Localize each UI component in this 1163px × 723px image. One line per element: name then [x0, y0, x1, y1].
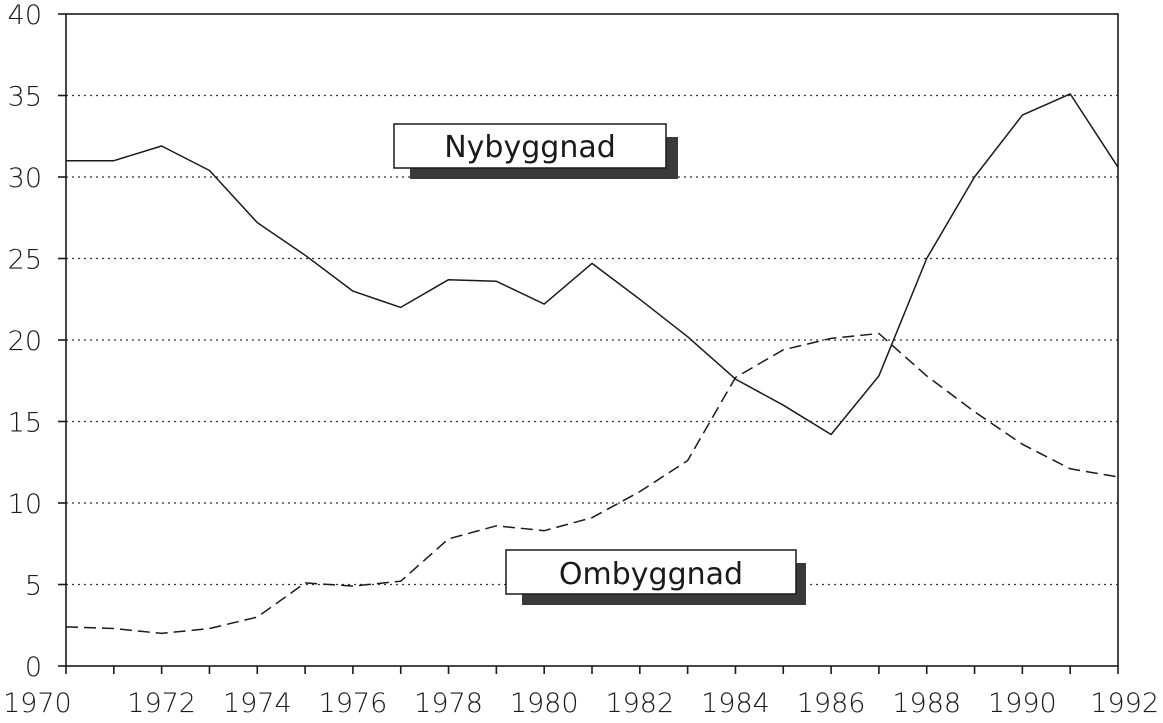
x-tick-label: 1984: [701, 688, 770, 719]
x-tick-label: 1986: [797, 688, 866, 719]
y-axis-ticks: 0 5 10 15 20 25 30 35 40: [8, 0, 66, 683]
x-tick-label: 1992: [1090, 688, 1159, 719]
ombyggnad-label: Ombyggnad: [559, 557, 743, 592]
x-tick-label: 1990: [988, 688, 1057, 719]
y-tick-label: 5: [25, 571, 42, 602]
x-tick-label: 1976: [319, 688, 388, 719]
nybyggnad-label-box: Nybyggnad: [393, 123, 678, 179]
x-tick-label: 1974: [223, 688, 292, 719]
y-tick-label: 10: [8, 489, 42, 520]
series-lines: [65, 93, 1119, 635]
x-tick-label: 1988: [892, 688, 961, 719]
x-axis-ticks: 1970 1972 1974 1976 1978 1980 1982 1984 1986 1988…: [3, 666, 1159, 719]
x-tick-label: 1970: [3, 688, 72, 719]
x-tick-label: 1978: [414, 688, 483, 719]
y-tick-label: 35: [8, 82, 42, 113]
x-tick-label: 1972: [127, 688, 196, 719]
y-tick-label: 40: [8, 0, 42, 31]
y-tick-label: 20: [8, 326, 42, 357]
y-tick-label: 0: [25, 652, 42, 683]
ombyggnad-label-box: Ombyggnad: [505, 549, 806, 605]
series-line-ombyggnad: [65, 332, 1119, 635]
y-tick-label: 30: [8, 163, 42, 194]
y-tick-label: 25: [8, 245, 42, 276]
x-tick-label: 1980: [510, 688, 579, 719]
y-tick-label: 15: [8, 408, 42, 439]
nybyggnad-label: Nybyggnad: [444, 130, 616, 165]
x-tick-label: 1982: [605, 688, 674, 719]
grid-lines: [66, 94, 1118, 586]
